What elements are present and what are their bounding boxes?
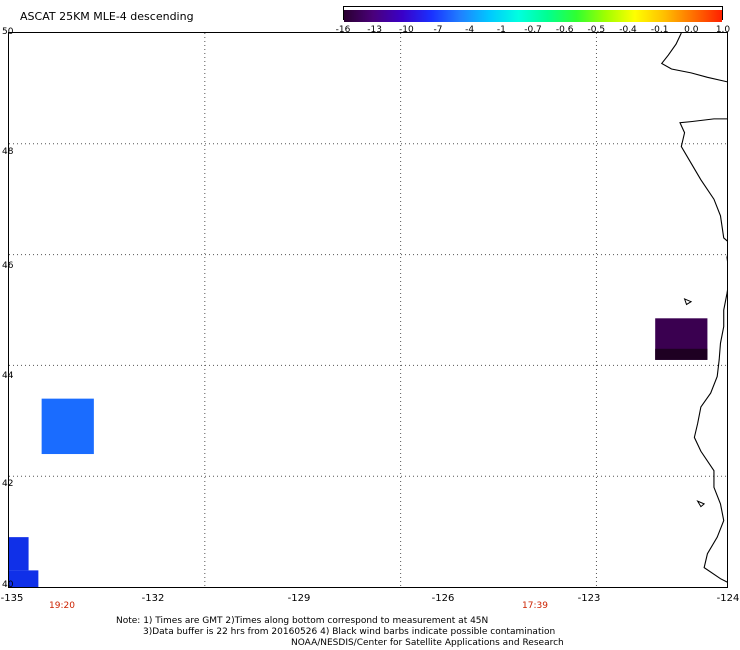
colorbar-gradient [344,10,722,22]
swath-cell [9,537,29,571]
colorbar-label: -4 [465,25,475,35]
coastline [660,32,740,588]
swath-cell [41,398,94,455]
lon-label-124: -124 [716,593,740,604]
colorbar-label: 0.0 [684,25,699,35]
colorbar-label: -1 [496,25,506,35]
swath-cell [9,570,39,587]
colorbar-label: -10 [398,25,414,35]
map-panel [8,32,740,588]
time-label-east: 17:39 [522,601,548,611]
colorbar-label: -0.7 [524,25,542,35]
colorbar-label: -7 [433,25,443,35]
colorbar-label: -13 [367,25,383,35]
colorbar-label: -16 [335,25,351,35]
lon-label-135: -135 [0,593,24,604]
lon-label-126: -126 [431,593,455,604]
lat-label-40: 40 [2,580,14,590]
map-canvas [9,32,740,588]
colorbar-label: -0.6 [555,25,574,35]
lat-label-42: 42 [2,479,14,489]
island [696,500,706,508]
swath-cell-dark [655,348,708,360]
lon-label-129: -129 [287,593,311,604]
lake-outline [683,298,693,306]
colorbar-label: -0.1 [650,25,669,35]
lon-label-123: -123 [577,593,601,604]
colorbar-label: -0.5 [587,25,606,35]
colorbar [343,6,723,22]
note-line-3: NOAA/NESDIS/Center for Satellite Applica… [291,638,564,648]
colorbar-labels: -16 -13 -10 -7 -4 -1 -0.7 -0.6 -0.5 -0.4 -0.1 0.0 1.… [336,25,731,37]
lat-label-46: 46 [2,261,14,271]
colorbar-label: -0.4 [619,25,637,35]
time-label-west: 19:20 [49,601,75,611]
figure-title: ASCAT 25KM MLE-4 descending [20,10,194,23]
note-line-2: 3)Data buffer is 22 hrs from 20160526 4)… [143,627,556,637]
lat-label-48: 48 [2,147,14,157]
colorbar-fill [344,10,722,22]
note-line-1: Note: 1) Times are GMT 2)Times along bot… [116,616,489,626]
lat-label-50: 50 [2,27,14,37]
lon-label-132: -132 [141,593,165,604]
lat-label-44: 44 [2,371,14,381]
colorbar-label: 1.0 [715,25,731,35]
